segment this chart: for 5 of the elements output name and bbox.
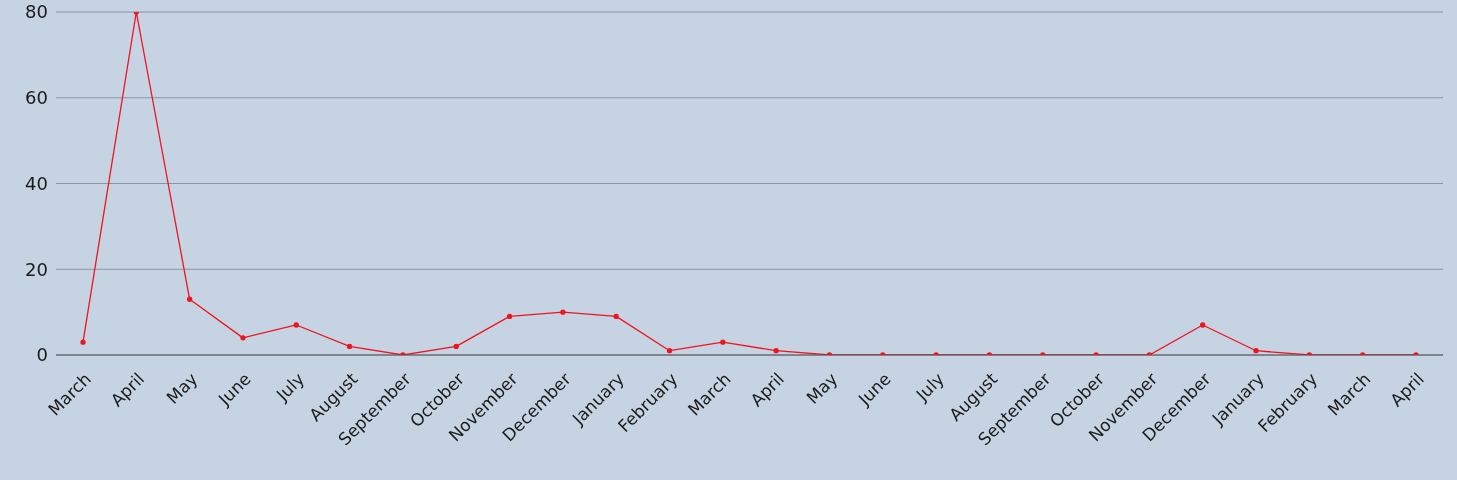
y-tick-label: 40	[25, 172, 48, 194]
y-tick-label: 20	[25, 258, 48, 280]
y-tick-label: 0	[36, 344, 48, 366]
y-tick-label: 60	[25, 87, 48, 109]
y-tick-label: 80	[25, 1, 48, 23]
